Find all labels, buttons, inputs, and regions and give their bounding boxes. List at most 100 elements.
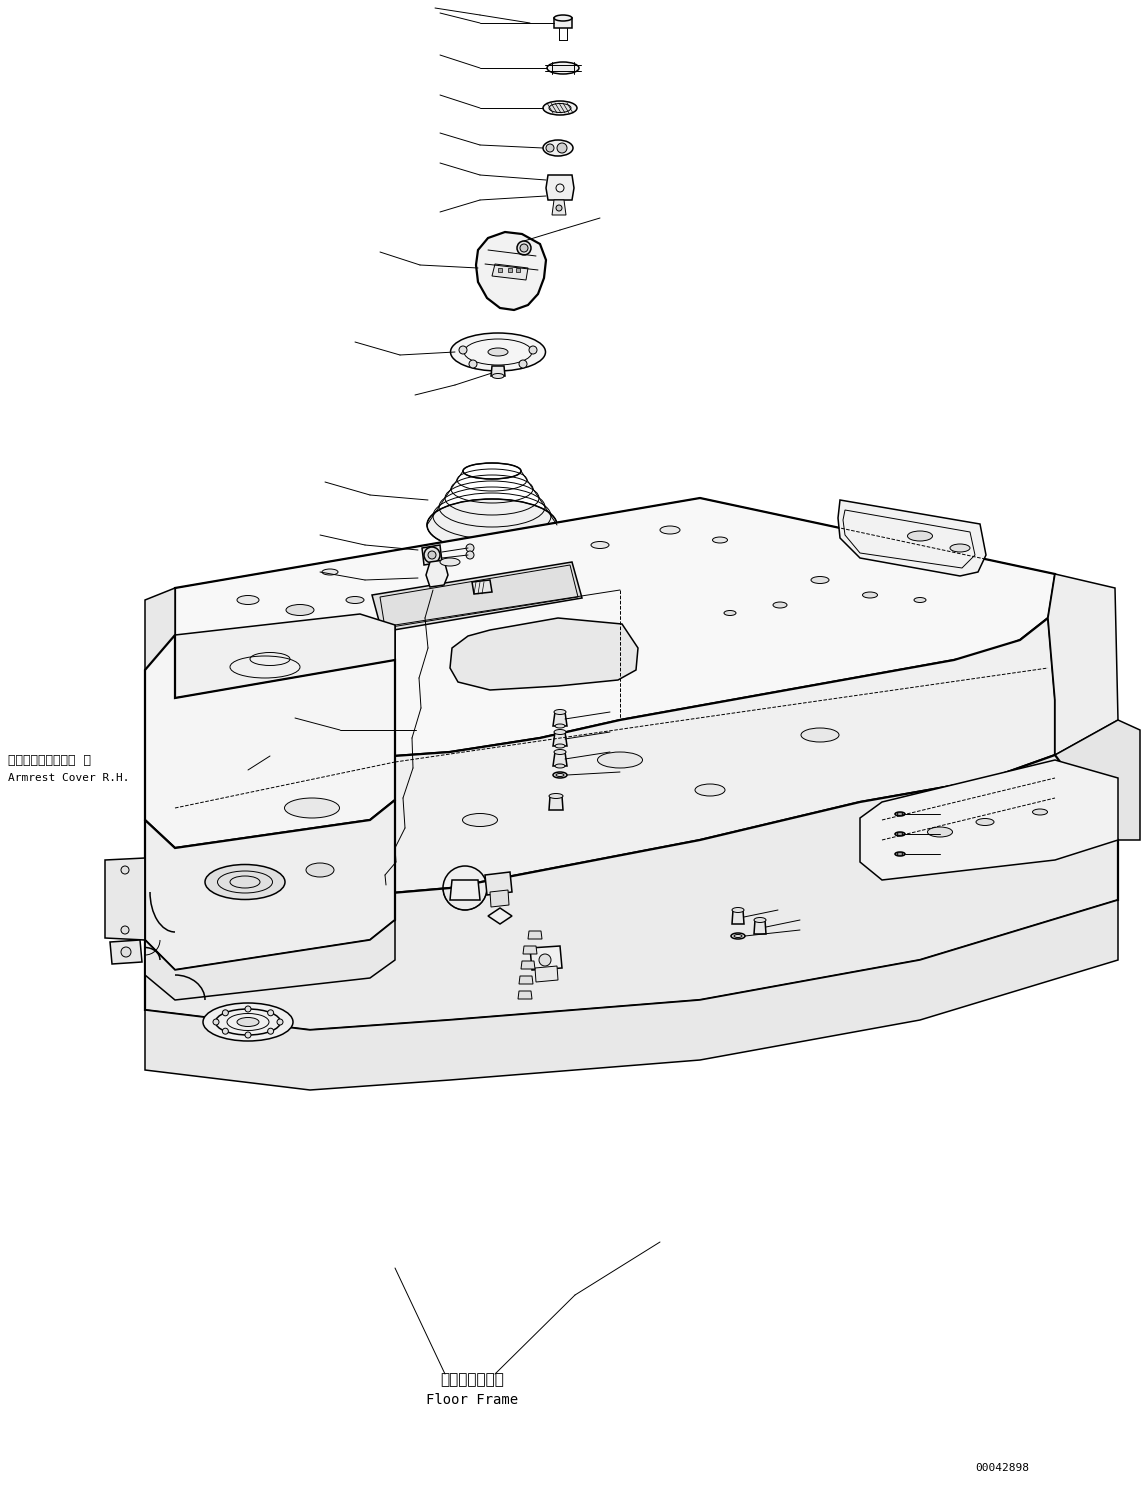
- Ellipse shape: [811, 576, 829, 584]
- Polygon shape: [546, 176, 574, 200]
- Circle shape: [120, 867, 128, 874]
- Ellipse shape: [895, 852, 905, 856]
- Ellipse shape: [773, 602, 787, 608]
- Polygon shape: [145, 755, 1118, 1030]
- Ellipse shape: [555, 764, 565, 768]
- Ellipse shape: [492, 374, 504, 378]
- Ellipse shape: [734, 935, 742, 938]
- Ellipse shape: [237, 596, 259, 605]
- Ellipse shape: [660, 526, 680, 535]
- Ellipse shape: [554, 730, 565, 734]
- Ellipse shape: [1032, 809, 1047, 814]
- Polygon shape: [422, 545, 442, 564]
- Ellipse shape: [801, 728, 838, 742]
- Ellipse shape: [695, 785, 725, 797]
- Ellipse shape: [462, 813, 498, 826]
- Ellipse shape: [346, 597, 364, 603]
- Ellipse shape: [731, 934, 746, 940]
- Polygon shape: [521, 960, 535, 969]
- Polygon shape: [450, 618, 638, 689]
- Ellipse shape: [598, 752, 642, 768]
- Circle shape: [556, 205, 562, 211]
- Circle shape: [539, 954, 551, 966]
- Circle shape: [120, 926, 128, 934]
- Ellipse shape: [555, 724, 565, 728]
- Polygon shape: [508, 268, 512, 272]
- Polygon shape: [553, 712, 567, 727]
- Polygon shape: [518, 975, 533, 984]
- Ellipse shape: [205, 865, 284, 899]
- Ellipse shape: [591, 542, 609, 548]
- Circle shape: [267, 1029, 274, 1035]
- Ellipse shape: [950, 543, 970, 552]
- Circle shape: [428, 551, 436, 558]
- Ellipse shape: [543, 140, 574, 156]
- Ellipse shape: [724, 610, 736, 615]
- Ellipse shape: [712, 538, 727, 543]
- Text: Armrest Cover R.H.: Armrest Cover R.H.: [8, 773, 130, 783]
- Text: 00042898: 00042898: [975, 1464, 1029, 1473]
- Ellipse shape: [914, 597, 926, 603]
- Circle shape: [223, 1029, 228, 1035]
- Circle shape: [459, 345, 467, 354]
- Ellipse shape: [549, 794, 563, 798]
- Polygon shape: [145, 588, 175, 892]
- Circle shape: [518, 360, 526, 368]
- Ellipse shape: [554, 709, 565, 715]
- Ellipse shape: [897, 832, 903, 835]
- Polygon shape: [372, 561, 582, 631]
- Polygon shape: [518, 992, 532, 999]
- Circle shape: [120, 947, 131, 957]
- Circle shape: [557, 143, 567, 153]
- Ellipse shape: [284, 798, 340, 817]
- Ellipse shape: [754, 917, 766, 923]
- Polygon shape: [426, 560, 448, 587]
- Polygon shape: [838, 500, 986, 576]
- Polygon shape: [491, 366, 505, 377]
- Polygon shape: [552, 200, 565, 214]
- Ellipse shape: [237, 1017, 259, 1026]
- Ellipse shape: [897, 813, 903, 816]
- Ellipse shape: [322, 569, 338, 575]
- Ellipse shape: [732, 907, 744, 913]
- Ellipse shape: [487, 348, 508, 356]
- Ellipse shape: [427, 499, 557, 551]
- Circle shape: [546, 144, 554, 152]
- Ellipse shape: [203, 1004, 292, 1041]
- Circle shape: [517, 241, 531, 255]
- Polygon shape: [860, 759, 1118, 880]
- Polygon shape: [754, 920, 766, 934]
- Ellipse shape: [549, 104, 571, 113]
- Polygon shape: [490, 890, 509, 907]
- Circle shape: [245, 1032, 251, 1038]
- Text: フロアフレーム: フロアフレーム: [440, 1373, 504, 1388]
- Polygon shape: [528, 931, 543, 940]
- Ellipse shape: [547, 63, 579, 74]
- Ellipse shape: [556, 773, 564, 776]
- Circle shape: [466, 551, 474, 558]
- Polygon shape: [553, 733, 567, 746]
- Ellipse shape: [895, 812, 905, 816]
- Polygon shape: [106, 858, 145, 940]
- Text: アームレストカバー  右: アームレストカバー 右: [8, 753, 91, 767]
- Ellipse shape: [553, 771, 567, 777]
- Circle shape: [469, 360, 477, 368]
- Ellipse shape: [895, 832, 905, 835]
- Polygon shape: [145, 800, 395, 969]
- Polygon shape: [487, 908, 512, 925]
- Polygon shape: [535, 966, 557, 983]
- Polygon shape: [530, 946, 562, 969]
- Polygon shape: [145, 634, 395, 849]
- Ellipse shape: [306, 864, 334, 877]
- Circle shape: [213, 1018, 219, 1024]
- Circle shape: [245, 1007, 251, 1013]
- Polygon shape: [553, 752, 567, 765]
- Polygon shape: [145, 920, 395, 1001]
- Polygon shape: [110, 940, 142, 963]
- Circle shape: [466, 543, 474, 552]
- Text: Floor Frame: Floor Frame: [426, 1394, 518, 1407]
- Polygon shape: [485, 873, 512, 895]
- Ellipse shape: [554, 15, 572, 21]
- Polygon shape: [450, 880, 479, 899]
- Polygon shape: [732, 910, 744, 925]
